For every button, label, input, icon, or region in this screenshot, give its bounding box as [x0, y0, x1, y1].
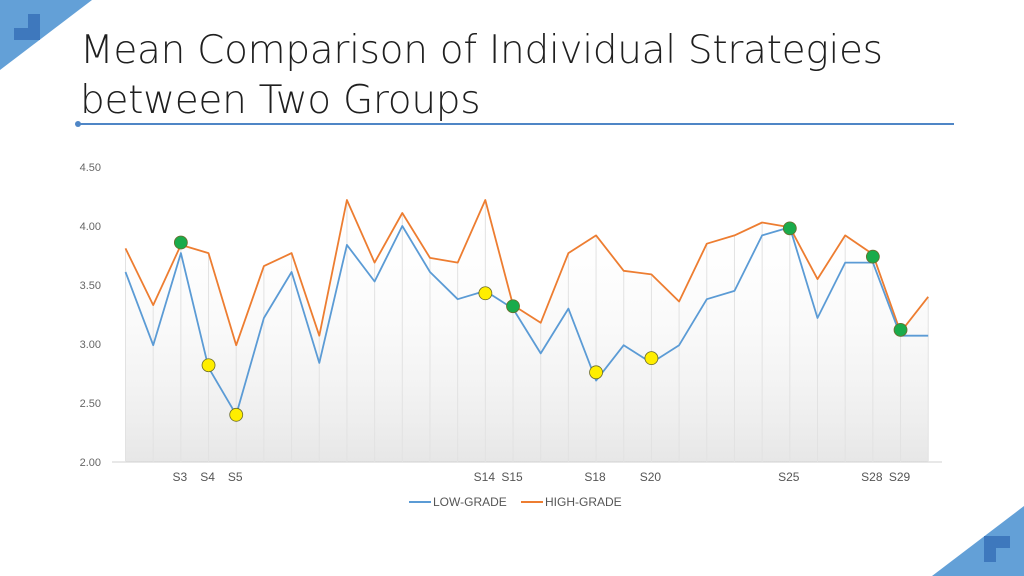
x-label-s5: S5	[228, 470, 243, 484]
y-tick-4-00: 4.00	[80, 221, 101, 233]
slide-title: Mean Comparison of Individual Strategies…	[80, 26, 960, 126]
series-lines	[124, 199, 929, 416]
legend-label-low-grade: LOW-GRADE	[433, 495, 507, 509]
series-line-low-grade	[124, 225, 929, 416]
highlight-marker-s29	[893, 322, 908, 337]
highlight-marker-s20	[644, 351, 659, 366]
highlight-marker-s18	[589, 365, 603, 380]
x-label-s25: S25	[778, 470, 800, 484]
x-label-s3: S3	[173, 470, 188, 484]
y-tick-2-50: 2.50	[80, 398, 101, 410]
x-label-s28: S28	[861, 470, 883, 484]
legend-item-high-grade: HIGH-GRADE	[521, 495, 622, 509]
legend-label-high-grade: HIGH-GRADE	[545, 495, 622, 509]
x-label-s20: S20	[640, 470, 662, 484]
y-tick-3-00: 3.00	[80, 339, 101, 351]
highlight-marker-s15	[506, 299, 520, 314]
x-axis-category-labels: S3 S4 S5 S14 S15 S18 S20 S25 S28 S29	[173, 470, 911, 484]
highlight-markers	[173, 221, 908, 422]
y-tick-3-50: 3.50	[80, 280, 101, 292]
bottom-right-corner-decoration	[932, 506, 1024, 576]
x-label-s15: S15	[501, 470, 523, 484]
series-line-high-grade	[124, 199, 929, 347]
legend-item-low-grade: LOW-GRADE	[409, 495, 507, 509]
y-tick-4-50: 4.50	[80, 162, 101, 174]
x-label-s29: S29	[889, 470, 911, 484]
x-label-s14: S14	[474, 470, 496, 484]
legend-swatch-low-grade	[409, 501, 431, 503]
title-underline-dot	[75, 121, 81, 127]
x-label-s18: S18	[584, 470, 606, 484]
highlight-marker-s14	[478, 286, 493, 301]
top-left-corner-decoration	[0, 0, 92, 70]
highlight-marker-s4	[201, 358, 216, 373]
legend-swatch-high-grade	[521, 501, 543, 503]
highlight-marker-s5	[229, 407, 244, 422]
highlight-marker-s25	[782, 221, 797, 236]
vertical-gridlines	[125, 200, 929, 462]
highlight-marker-s3	[173, 235, 188, 250]
x-label-s4: S4	[200, 470, 215, 484]
y-tick-2-00: 2.00	[80, 457, 101, 469]
title-underline	[78, 123, 954, 125]
y-axis-tick-labels: 2.00 2.50 3.00 3.50 4.00 4.50	[80, 162, 101, 469]
title-line-2: between Two Groups	[80, 78, 481, 123]
highlight-marker-s28	[865, 249, 880, 264]
title-line-1: Mean Comparison of Individual Strategies	[80, 28, 883, 73]
